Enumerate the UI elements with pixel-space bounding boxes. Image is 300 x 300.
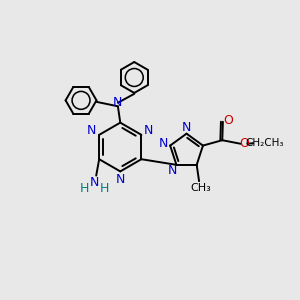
Text: N: N [182,121,191,134]
Text: CH₃: CH₃ [190,183,211,193]
Text: N: N [159,137,169,150]
Text: O: O [239,137,249,150]
Text: N: N [168,164,177,177]
Text: N: N [113,96,123,109]
Text: H: H [100,182,109,195]
Text: O: O [223,114,233,127]
Text: N: N [116,173,125,186]
Text: CH₂CH₃: CH₂CH₃ [245,138,284,148]
Text: N: N [144,124,154,137]
Text: H: H [80,182,90,195]
Text: N: N [90,176,99,189]
Text: N: N [87,124,97,137]
